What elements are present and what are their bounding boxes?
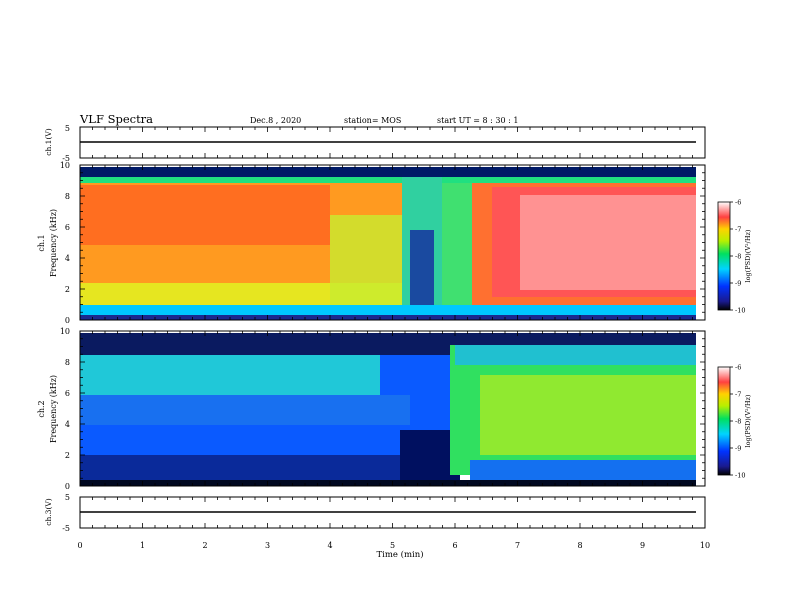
y-tick-label: 6: [65, 389, 70, 398]
ch1-segment-1-right: [330, 215, 402, 305]
ch1-xticks: [79, 127, 706, 158]
x-tick-label: 4: [327, 541, 332, 550]
ch1-colorbar-ticks: -6 -7 -8 -9 -10: [730, 199, 745, 315]
colorbar-tick-label: -6: [735, 364, 741, 372]
y-tick-label: 8: [65, 358, 70, 367]
ch1-top-band-green: [80, 177, 696, 183]
ch3-waveform-panel: 5 -5 ch.3(V) 0 1 2 3 4 5 6 7 8 9 10 Time (min): [44, 493, 710, 560]
y-tick-label: 10: [60, 161, 70, 170]
y-tick-label: 2: [65, 285, 70, 294]
ch1-ytick-bottom: -5: [62, 154, 70, 163]
y-tick-label: 0: [65, 482, 70, 491]
x-tick-label: 9: [640, 541, 645, 550]
ch1-colorbar-label: log(PSD)(V²/Hz): [744, 229, 752, 282]
colorbar-tick-label: -7: [735, 391, 741, 399]
colorbar-tick-label: -9: [735, 280, 741, 288]
x-tick-label: 5: [390, 541, 395, 550]
y-tick-label: 2: [65, 451, 70, 460]
y-tick-label: 4: [65, 254, 70, 263]
start-time-label: start UT = 8 : 30 : 1: [437, 116, 518, 125]
x-tick-label: 1: [140, 541, 145, 550]
y-tick-label: 6: [65, 223, 70, 232]
ch1-spec-xticks: [79, 165, 706, 320]
ch1-floor-band: [80, 315, 696, 320]
ch2-segment-2-low: [470, 460, 696, 480]
ch1-segment-1-red: [80, 185, 330, 245]
ch2-segment-2-core: [480, 375, 696, 455]
ch3-ytick-bottom: -5: [62, 524, 70, 533]
ch1-segment-1-low: [80, 283, 402, 305]
ch1-top-band: [80, 167, 696, 177]
colorbar-tick-label: -10: [735, 307, 745, 315]
colorbar-tick-label: -6: [735, 199, 741, 207]
x-axis-label: Time (min): [376, 549, 423, 560]
ch2-segment-1-mid: [80, 395, 410, 425]
station-label: station= MOS: [344, 116, 401, 125]
ch2-segment-1-low: [80, 455, 460, 480]
x-tick-label: 2: [202, 541, 207, 550]
ch1-segment-3-light: [520, 195, 696, 290]
ch2-spectrogram-panel: 0 2 4 6 8 10 ch.2 Frequency (kHz) -6 -7 -8 -9 -10…: [37, 327, 752, 491]
colorbar-tick-label: -10: [735, 472, 745, 480]
ch1-ytick-top: 5: [65, 124, 70, 133]
figure-title: VLF Spectra: [79, 112, 153, 126]
ch1-segment-2-dark: [410, 230, 434, 305]
ch1-colorbar: [717, 201, 731, 311]
x-tick-label: 10: [700, 541, 710, 550]
ch2-segment-2-upper: [455, 345, 696, 365]
y-tick-label: 8: [65, 192, 70, 201]
ch1-ylabel: ch.1(V): [44, 128, 53, 156]
ch2-colorbar-label: log(PSD)(V²/Hz): [744, 394, 752, 447]
x-tick-label: 6: [452, 541, 457, 550]
x-tick-label: 7: [515, 541, 520, 550]
x-tick-label: 8: [577, 541, 582, 550]
ch2-spec-xticks: [79, 331, 706, 486]
ch2-colorbar-ticks: -6 -7 -8 -9 -10: [730, 364, 745, 480]
x-tick-labels: 0 1 2 3 4 5 6 7 8 9 10: [77, 541, 710, 550]
ch1-spectrogram-panel: 0 2 4 6 8 10 ch.1 Frequency (kHz) -6 -7 -8 -9 -10…: [37, 161, 752, 325]
colorbar-tick-label: -8: [735, 418, 741, 426]
y-tick-label: 0: [65, 316, 70, 325]
ch2-spec-yticks: 0 2 4 6 8 10: [60, 327, 705, 491]
ch2-spec-ylabel-2: Frequency (kHz): [49, 375, 58, 443]
ch2-spec-ylabel-1: ch.2: [37, 400, 46, 417]
ch3-xticks: [79, 497, 706, 528]
x-tick-label: 0: [77, 541, 82, 550]
ch2-segment-1-upper: [80, 355, 380, 395]
ch1-spec-ylabel-1: ch.1: [37, 234, 46, 251]
ch2-colorbar: [717, 366, 731, 476]
y-tick-label: 10: [60, 327, 70, 336]
ch3-ytick-top: 5: [65, 493, 70, 502]
colorbar-tick-label: -7: [735, 226, 741, 234]
ch1-spec-yticks: 0 2 4 6 8 10: [60, 161, 705, 325]
ch2-floor-band: [80, 480, 696, 486]
colorbar-tick-label: -9: [735, 445, 741, 453]
x-tick-label: 3: [265, 541, 270, 550]
ch1-waveform-panel: 5 -5 ch.1(V): [44, 124, 706, 163]
ch3-ylabel: ch.3(V): [44, 498, 53, 526]
y-tick-label: 4: [65, 420, 70, 429]
ch1-spec-ylabel-2: Frequency (kHz): [49, 209, 58, 277]
date-label: Dec.8 , 2020: [250, 116, 301, 125]
colorbar-tick-label: -8: [735, 253, 741, 261]
